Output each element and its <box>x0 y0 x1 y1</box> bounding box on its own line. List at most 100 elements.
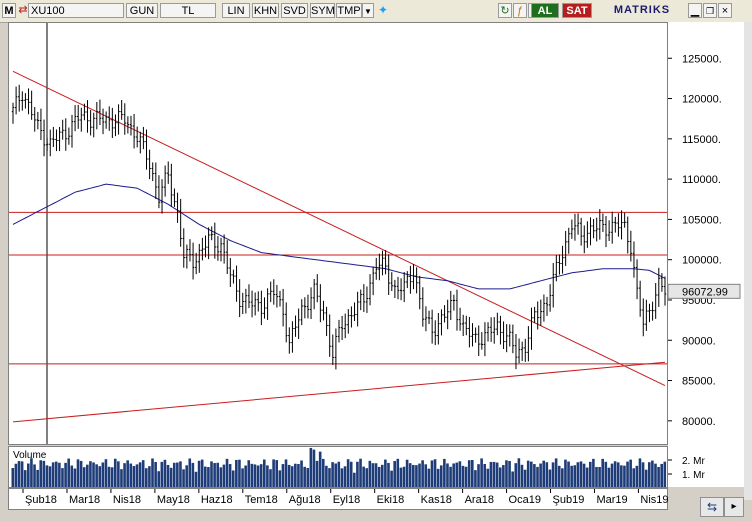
price-bar <box>601 213 605 233</box>
volume-bar <box>529 461 533 487</box>
volume-bar <box>412 464 415 487</box>
svd-button[interactable]: SVD <box>281 3 308 18</box>
volume-bar <box>467 460 471 487</box>
twitter-icon[interactable]: ✦ <box>377 3 389 17</box>
volume-bar <box>421 460 424 487</box>
price-chart-area[interactable] <box>8 22 668 445</box>
price-bar <box>368 274 372 306</box>
price-bar <box>614 216 617 233</box>
price-bar <box>27 88 30 115</box>
price-bar <box>514 333 518 370</box>
volume-bar <box>610 463 614 487</box>
price-bar <box>440 309 443 336</box>
price-bar <box>244 288 248 314</box>
price-bar <box>536 301 539 330</box>
price-bar <box>415 267 418 294</box>
volume-bar <box>651 460 654 487</box>
price-bar <box>232 269 235 284</box>
y-tick-label: 90000. <box>682 335 716 347</box>
vertical-scrollbar[interactable] <box>744 22 752 500</box>
volume-bar <box>548 469 552 487</box>
settings-icon[interactable]: ⇆ <box>700 497 724 517</box>
volume-bar <box>58 462 61 487</box>
price-bar <box>173 188 176 207</box>
price-bar <box>58 126 61 152</box>
volume-bar <box>641 462 645 487</box>
volume-bar <box>166 464 170 487</box>
close-icon[interactable]: × <box>718 3 732 18</box>
last-price-marker <box>667 283 741 299</box>
tmp-button[interactable]: TMP <box>336 3 362 18</box>
price-bar <box>598 209 601 240</box>
trendline-0[interactable] <box>12 70 666 387</box>
price-bar <box>334 328 338 370</box>
volume-tick-label: 1. Mr <box>682 470 705 481</box>
price-bar <box>378 253 381 281</box>
volume-bar <box>616 462 620 487</box>
trendline-1[interactable] <box>12 361 666 423</box>
price-bar <box>611 211 614 244</box>
formula-icon[interactable]: ƒ <box>513 3 527 18</box>
price-bar <box>471 323 474 347</box>
volume-bar <box>169 467 173 487</box>
price-bar <box>157 175 161 209</box>
volume-bar <box>408 463 412 487</box>
price-bar <box>260 290 263 326</box>
volume-bar <box>483 463 487 487</box>
scroll-chart-icon[interactable]: ▸ <box>724 497 744 517</box>
menu-m-button[interactable]: M <box>2 3 16 18</box>
scale-button[interactable]: LIN <box>222 3 250 18</box>
price-bar <box>148 149 151 180</box>
volume-bar <box>259 464 263 487</box>
refresh-icon[interactable]: ↻ <box>498 3 512 18</box>
volume-bar <box>349 461 353 487</box>
volume-bar <box>477 464 480 487</box>
currency-button[interactable]: TL <box>160 3 216 18</box>
khn-button[interactable]: KHN <box>252 3 279 18</box>
price-bar <box>638 280 642 317</box>
volume-bar <box>582 463 586 487</box>
volume-bar <box>303 466 306 487</box>
last-price-label: 96072.99 <box>682 286 728 298</box>
restore-icon[interactable]: ❐ <box>703 3 717 18</box>
volume-bar <box>418 463 421 487</box>
price-bar <box>421 287 425 327</box>
sym-button[interactable]: SYM <box>310 3 335 18</box>
volume-bar <box>576 462 580 487</box>
price-bar <box>226 240 229 275</box>
price-bar <box>449 290 452 321</box>
period-button[interactable]: GUN <box>126 3 158 18</box>
volume-bar <box>601 458 605 487</box>
price-bar <box>139 131 142 154</box>
minimize-icon[interactable]: ▁ <box>688 3 702 18</box>
price-bar <box>579 217 583 246</box>
y-axis-ticks: 80000.85000.90000.95000.100000.105000.11… <box>667 53 741 481</box>
volume-bar <box>523 469 527 487</box>
volume-bar <box>561 468 564 487</box>
buy-button[interactable]: AL <box>531 3 559 18</box>
volume-bar <box>502 465 505 487</box>
volume-bar <box>222 464 226 487</box>
sell-button[interactable]: SAT <box>562 3 592 18</box>
price-bar <box>80 107 83 132</box>
price-bar <box>86 100 89 133</box>
volume-bar <box>471 459 474 487</box>
price-bar <box>396 276 400 300</box>
volume-bar <box>377 466 381 487</box>
volume-bar <box>160 461 164 487</box>
volume-bar <box>325 465 328 487</box>
x-tick-label: Mar19 <box>596 494 627 506</box>
volume-bar <box>632 468 636 487</box>
volume-bar <box>14 463 18 487</box>
price-bar <box>558 254 561 275</box>
chevron-down-icon[interactable]: ▼ <box>362 3 374 18</box>
volume-panel[interactable]: Volume <box>8 446 668 488</box>
price-bar <box>145 129 148 170</box>
price-bar <box>117 104 120 135</box>
volume-bar <box>533 464 536 487</box>
price-bar <box>524 338 527 362</box>
chart-toolbar: M ⇄ XU100 GUN TL LIN KHN SVD SYM TMP ▼ ✦… <box>0 0 752 23</box>
price-bar <box>269 281 272 303</box>
volume-bar <box>141 460 145 487</box>
symbol-field[interactable]: XU100 <box>28 3 124 18</box>
